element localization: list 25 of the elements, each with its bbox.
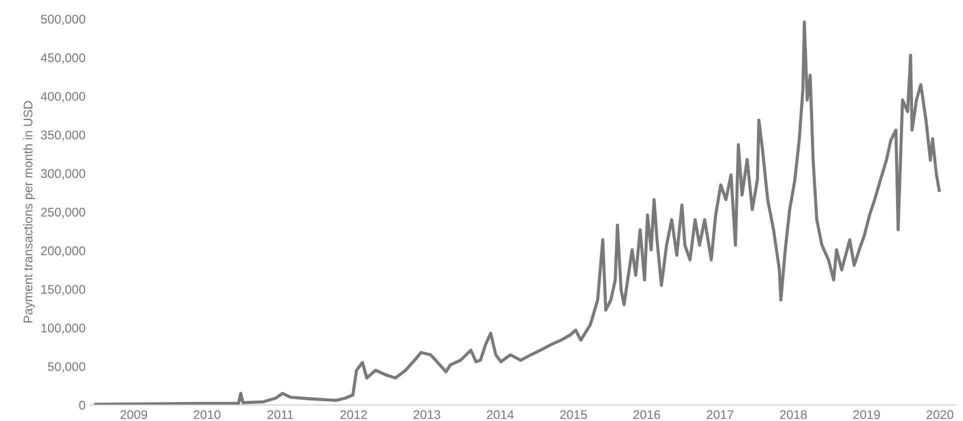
line-series <box>94 20 941 405</box>
y-axis-title: Payment transactions per month in USD <box>23 101 35 322</box>
x-tick-label: 2014 <box>486 410 514 420</box>
x-tick-label: 2019 <box>853 410 880 420</box>
y-tick-label: 300,000 <box>40 169 86 180</box>
x-tick-label: 2017 <box>706 410 734 420</box>
y-tick-label: 400,000 <box>40 92 86 102</box>
y-tick-label: 450,000 <box>40 53 86 64</box>
x-tick-label: 2010 <box>194 410 220 420</box>
y-tick-label: 50,000 <box>48 362 86 373</box>
x-tick-label: 2016 <box>633 410 660 420</box>
x-tick-label: 2012 <box>340 410 367 420</box>
y-tick-label: 500,000 <box>40 14 86 26</box>
y-tick-label: 200,000 <box>41 246 86 257</box>
y-tick-label: 0 <box>79 400 86 410</box>
y-tick-label: 250,000 <box>41 208 86 218</box>
x-tick-label: 2009 <box>120 410 148 420</box>
x-tick-label: 2018 <box>780 410 807 420</box>
x-tick-label: 2011 <box>268 410 294 420</box>
y-tick-label: 350,000 <box>40 130 86 141</box>
y-tick-label: 100,000 <box>41 324 86 334</box>
x-tick-label: 2013 <box>414 410 440 420</box>
x-tick-label: 2015 <box>560 410 587 420</box>
y-tick-label: 150,000 <box>41 284 86 296</box>
x-tick-label: 2020 <box>926 410 954 420</box>
